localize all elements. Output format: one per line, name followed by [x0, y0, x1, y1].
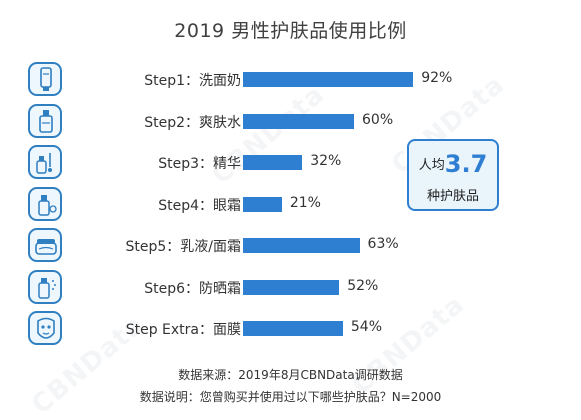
category-label: Step2：爽肤水 — [144, 114, 241, 131]
category-label: Step3：精华 — [158, 156, 241, 172]
bar — [243, 279, 340, 295]
watermark: CBNData — [206, 79, 331, 191]
value-label: 60% — [362, 111, 394, 128]
question-note: 数据说明：您曾购买并使用过以下哪些护肤品？N=2000 — [139, 390, 442, 404]
bar — [243, 72, 414, 87]
sunscreen-spray-icon — [28, 269, 62, 304]
watermark: CBNData — [346, 289, 471, 401]
average-suffix: 种护肤品 — [426, 189, 479, 204]
value-label: 63% — [367, 236, 399, 252]
bar — [243, 196, 282, 212]
serum-dropper-icon — [28, 145, 62, 179]
average-prefix: 人均 — [418, 158, 445, 173]
toner-bottle-icon — [28, 103, 62, 138]
face-mask-icon — [28, 311, 62, 345]
category-label: Step6：防晒霜 — [144, 280, 241, 297]
average-line: 人均3.7 — [409, 150, 497, 178]
category-label: Step4：眼霜 — [158, 197, 241, 214]
bar — [243, 155, 303, 170]
value-label: 21% — [289, 194, 321, 211]
category-label: Step5：乳液/面霜 — [125, 239, 242, 255]
source-note: 数据来源：2019年8月CBNData调研数据 — [178, 368, 403, 382]
chart-title: 2019 男性护肤品使用比例 — [174, 20, 407, 42]
value-label: 54% — [350, 319, 383, 335]
value-label: 92% — [421, 70, 453, 86]
bar — [243, 113, 354, 129]
cleanser-tube-icon — [28, 62, 62, 96]
value-label: 32% — [310, 153, 342, 169]
eye-cream-icon — [28, 186, 62, 221]
bar — [243, 238, 360, 253]
value-label: 52% — [347, 277, 379, 294]
average-number: 3.7 — [444, 150, 488, 178]
category-label: Step1：洗面奶 — [144, 73, 241, 89]
chart-canvas: 2019 男性护肤品使用比例 CBNData CBNData CBNData C… — [26, 20, 511, 420]
average-callout: 人均3.7 种护肤品 — [407, 139, 499, 211]
category-label: Step Extra：面膜 — [125, 322, 241, 338]
cream-jar-icon — [28, 228, 62, 262]
bar — [243, 321, 343, 336]
timeline-arrows — [82, 60, 83, 338]
